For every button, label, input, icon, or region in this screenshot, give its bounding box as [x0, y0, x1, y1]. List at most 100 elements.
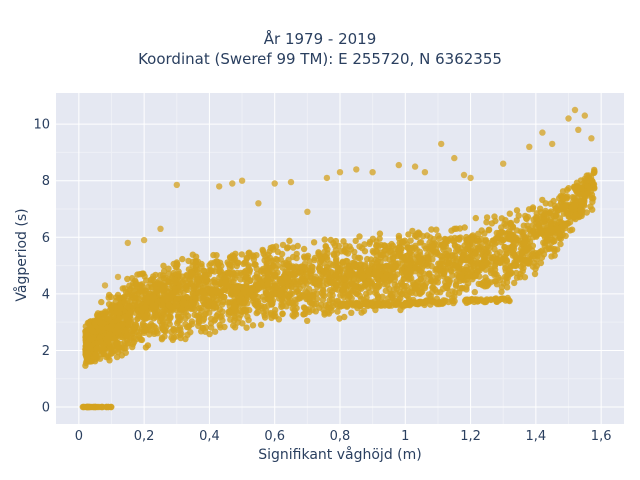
data-point	[278, 303, 285, 311]
data-point	[240, 304, 247, 312]
data-point	[123, 327, 130, 334]
data-point	[511, 279, 518, 287]
x-tick-label: 0,6	[264, 429, 285, 444]
x-tick-label: 1	[401, 429, 409, 444]
data-point	[195, 322, 202, 330]
data-point	[269, 300, 276, 307]
data-point	[83, 353, 90, 360]
data-point	[562, 232, 569, 240]
data-point	[353, 299, 360, 306]
data-point	[324, 256, 331, 263]
data-point	[261, 296, 268, 304]
data-point	[184, 312, 192, 320]
data-point	[545, 245, 553, 253]
data-point	[537, 259, 545, 267]
data-point	[100, 350, 107, 357]
data-point	[548, 253, 555, 260]
data-point	[460, 249, 467, 256]
data-point	[89, 328, 97, 335]
data-point	[215, 281, 222, 288]
data-point	[308, 291, 315, 299]
data-point	[97, 339, 104, 346]
data-point	[361, 241, 368, 248]
data-point	[426, 243, 433, 250]
data-point	[513, 234, 520, 241]
data-point	[426, 271, 433, 279]
data-point	[549, 226, 556, 233]
data-point	[507, 269, 514, 276]
data-point	[341, 313, 348, 321]
data-point	[348, 309, 355, 316]
x-axis-ticks: 0 0,2 0,4 0,6 0,8 1 1,2 1,4 1,6	[75, 429, 612, 444]
data-point	[133, 283, 140, 290]
data-point	[278, 279, 285, 287]
data-point	[513, 217, 520, 224]
data-point	[317, 275, 324, 282]
data-point	[96, 319, 104, 326]
data-point	[168, 275, 176, 282]
data-point	[433, 249, 440, 257]
data-point	[492, 235, 500, 242]
data-point	[419, 282, 426, 290]
data-point	[271, 280, 278, 288]
data-point	[84, 341, 91, 348]
data-point	[513, 227, 521, 234]
data-point	[243, 254, 250, 262]
data-point	[234, 319, 241, 326]
data-point	[412, 232, 420, 239]
data-point	[315, 249, 322, 256]
data-point	[510, 250, 517, 257]
chart-title-line-2: Koordinat (Sweref 99 TM): E 255720, N 63…	[138, 50, 502, 68]
data-point	[159, 302, 166, 309]
data-point	[211, 276, 218, 284]
data-point	[587, 203, 594, 210]
data-point	[239, 299, 246, 306]
data-point	[163, 323, 170, 331]
data-point	[264, 270, 271, 277]
data-point	[263, 290, 270, 297]
x-axis-title: Signifikant våghöjd (m)	[258, 447, 422, 463]
data-point	[264, 275, 271, 282]
data-point	[291, 307, 298, 315]
data-point	[191, 306, 198, 313]
data-point	[335, 242, 343, 250]
data-point	[407, 245, 414, 252]
data-point	[238, 251, 245, 258]
x-tick-label: 0,2	[134, 429, 155, 444]
data-point	[315, 265, 323, 272]
data-point	[224, 273, 232, 280]
data-point	[429, 289, 436, 296]
data-point	[375, 270, 383, 278]
data-point	[557, 240, 564, 248]
data-point	[128, 328, 135, 335]
data-point	[138, 307, 145, 314]
data-point	[389, 255, 396, 262]
data-point	[443, 282, 450, 289]
data-point	[272, 306, 279, 314]
data-point	[348, 287, 355, 294]
data-point	[227, 316, 234, 323]
data-point	[255, 300, 262, 307]
data-point	[281, 274, 289, 281]
data-point	[425, 254, 432, 261]
data-point	[577, 177, 585, 184]
data-point	[255, 274, 262, 282]
data-point	[423, 232, 431, 239]
data-point	[543, 215, 550, 222]
data-point	[334, 308, 341, 315]
data-point	[221, 323, 228, 331]
data-point	[523, 215, 530, 222]
data-point	[512, 240, 519, 247]
data-point	[375, 293, 382, 301]
data-point	[502, 267, 509, 274]
data-point	[341, 282, 348, 289]
data-point	[520, 222, 527, 229]
data-point	[180, 295, 187, 303]
data-point	[243, 324, 250, 331]
data-point	[520, 246, 527, 254]
data-point	[101, 282, 109, 289]
data-point	[507, 220, 514, 228]
data-point	[167, 308, 174, 316]
data-point	[152, 271, 159, 279]
data-point	[455, 289, 463, 296]
